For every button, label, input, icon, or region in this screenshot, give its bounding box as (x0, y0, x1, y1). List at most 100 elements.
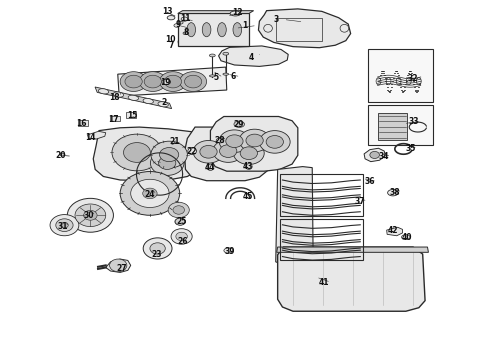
Text: 2: 2 (162, 98, 167, 107)
Text: 35: 35 (406, 144, 416, 153)
Circle shape (160, 72, 186, 91)
Circle shape (233, 142, 264, 165)
Circle shape (370, 152, 379, 158)
Text: 40: 40 (402, 233, 413, 242)
Polygon shape (88, 131, 106, 139)
Polygon shape (95, 87, 172, 109)
Ellipse shape (175, 218, 185, 225)
Ellipse shape (187, 23, 196, 37)
Ellipse shape (183, 32, 188, 35)
Ellipse shape (178, 21, 183, 24)
Text: 20: 20 (55, 151, 66, 160)
Circle shape (110, 259, 127, 272)
Circle shape (159, 157, 176, 170)
Text: 36: 36 (365, 177, 375, 186)
Ellipse shape (216, 138, 224, 143)
Ellipse shape (174, 24, 180, 27)
Text: 26: 26 (177, 237, 188, 246)
Text: 39: 39 (224, 247, 235, 256)
Circle shape (240, 147, 257, 159)
Text: 28: 28 (215, 136, 225, 145)
Bar (126, 112, 137, 118)
Ellipse shape (113, 92, 123, 97)
Circle shape (143, 238, 172, 259)
Polygon shape (387, 227, 402, 236)
Ellipse shape (401, 235, 410, 240)
Ellipse shape (60, 153, 65, 156)
Circle shape (131, 179, 169, 207)
Ellipse shape (224, 248, 233, 253)
Text: 18: 18 (109, 93, 120, 102)
Ellipse shape (223, 52, 229, 55)
Circle shape (246, 134, 263, 147)
Ellipse shape (233, 23, 242, 37)
Text: 12: 12 (232, 8, 243, 17)
Text: 41: 41 (318, 278, 329, 287)
Ellipse shape (181, 17, 188, 21)
Circle shape (175, 218, 185, 225)
Circle shape (171, 229, 192, 244)
Text: 45: 45 (243, 193, 253, 202)
Polygon shape (178, 11, 254, 13)
Circle shape (75, 204, 106, 226)
Circle shape (220, 145, 237, 157)
Polygon shape (276, 167, 313, 265)
Text: 11: 11 (180, 14, 190, 23)
Circle shape (266, 136, 283, 148)
Circle shape (239, 129, 270, 152)
Text: 43: 43 (243, 162, 253, 171)
Text: 4: 4 (248, 53, 254, 62)
Bar (276, 18, 322, 41)
Bar (78, 120, 89, 126)
Circle shape (185, 75, 202, 88)
Ellipse shape (128, 95, 139, 100)
Polygon shape (185, 127, 272, 181)
Circle shape (120, 171, 180, 215)
Circle shape (219, 130, 250, 153)
Ellipse shape (264, 24, 272, 32)
Text: 10: 10 (165, 35, 175, 44)
Text: 37: 37 (355, 197, 366, 206)
Circle shape (168, 202, 189, 218)
Circle shape (84, 210, 97, 220)
Circle shape (259, 131, 290, 153)
Text: 32: 32 (408, 74, 418, 83)
Text: 5: 5 (214, 73, 219, 82)
Circle shape (143, 188, 157, 199)
Circle shape (112, 134, 162, 171)
Circle shape (139, 72, 166, 91)
Polygon shape (258, 9, 351, 48)
Text: 22: 22 (186, 147, 196, 156)
Polygon shape (210, 117, 298, 171)
Circle shape (213, 140, 244, 162)
Text: 8: 8 (183, 28, 189, 37)
Circle shape (67, 198, 113, 232)
Polygon shape (118, 67, 227, 96)
Text: 30: 30 (83, 211, 94, 220)
Circle shape (61, 222, 68, 228)
Text: 34: 34 (379, 152, 390, 161)
Text: 25: 25 (176, 217, 187, 226)
Text: 14: 14 (85, 133, 96, 142)
Polygon shape (278, 247, 425, 311)
Text: 1: 1 (243, 21, 247, 30)
Circle shape (200, 145, 217, 158)
Text: 3: 3 (273, 15, 279, 24)
Text: 38: 38 (390, 188, 400, 197)
Text: 16: 16 (76, 119, 87, 128)
Ellipse shape (218, 23, 226, 37)
Polygon shape (178, 13, 249, 46)
Text: 29: 29 (234, 120, 244, 129)
Circle shape (176, 232, 187, 241)
Ellipse shape (223, 73, 229, 75)
Circle shape (123, 143, 150, 162)
Circle shape (151, 141, 187, 168)
Ellipse shape (340, 24, 349, 32)
Ellipse shape (245, 164, 252, 170)
Polygon shape (106, 259, 131, 273)
Ellipse shape (207, 164, 214, 171)
Text: 33: 33 (409, 117, 419, 126)
Ellipse shape (167, 15, 175, 20)
Text: 24: 24 (145, 190, 155, 199)
Text: 44: 44 (205, 163, 216, 172)
